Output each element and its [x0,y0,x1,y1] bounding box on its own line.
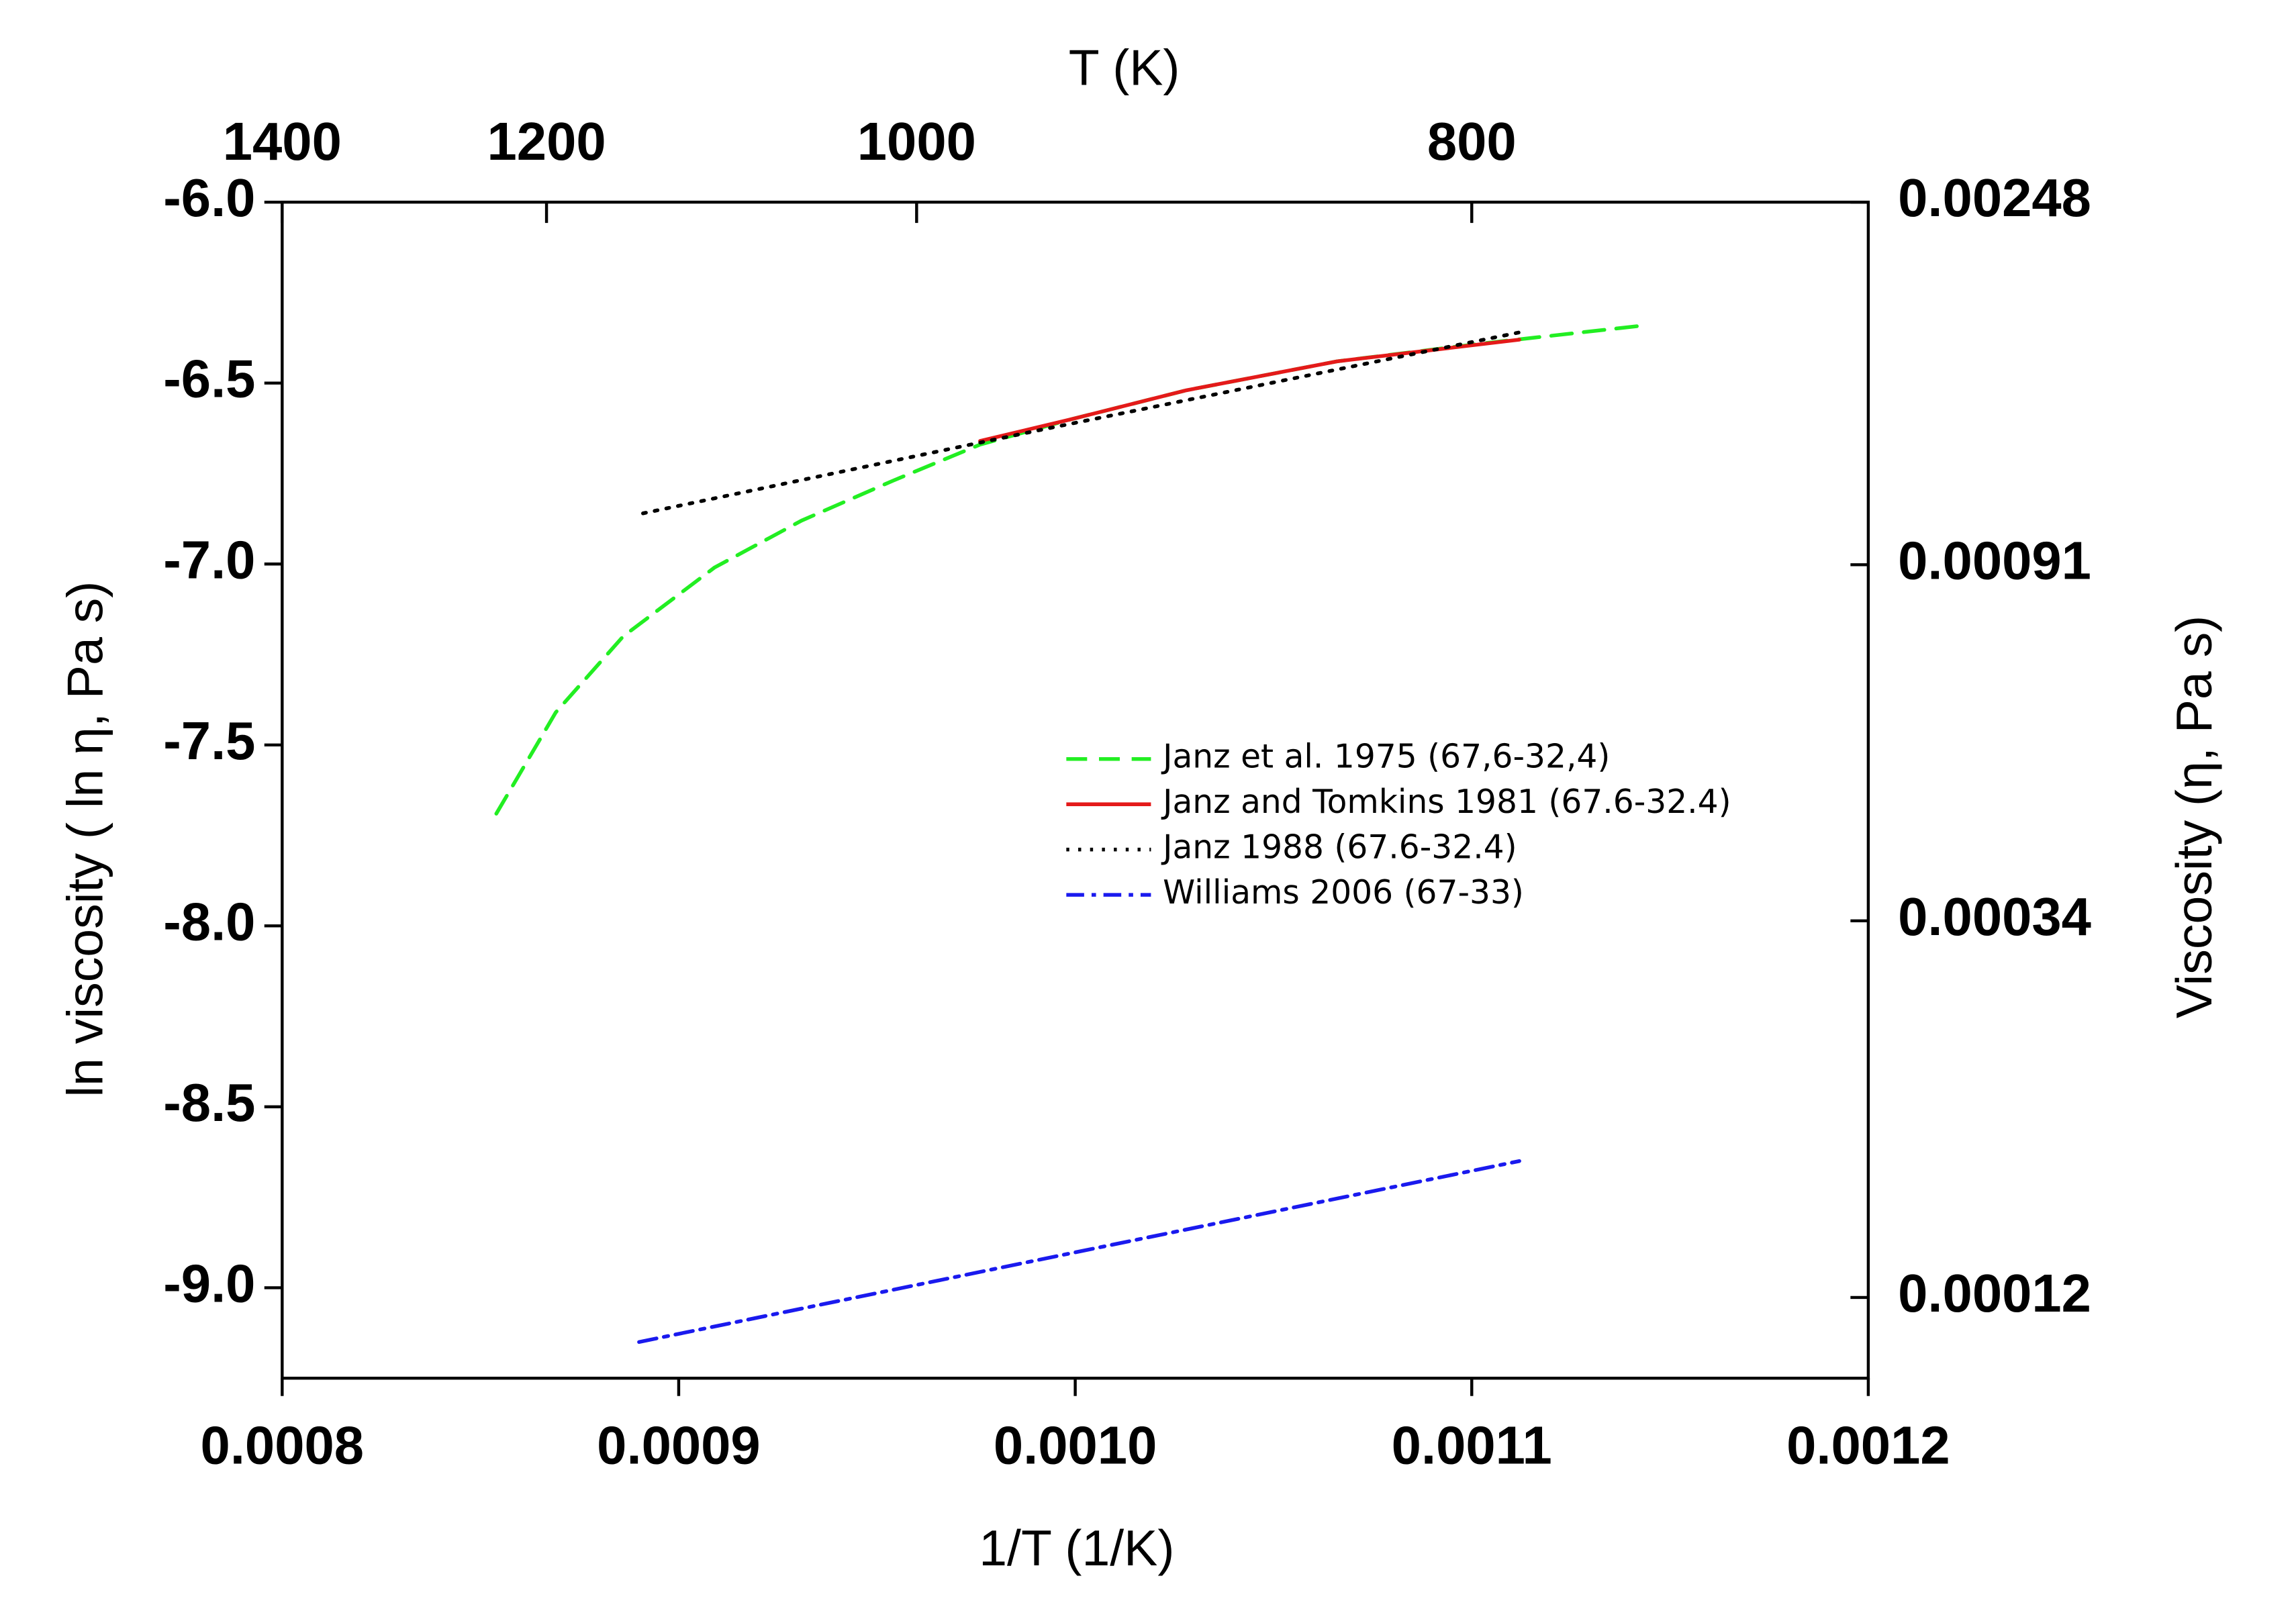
x-tick-label: 0.0009 [597,1415,761,1475]
x-tick-label: 0.0008 [201,1415,365,1475]
x-tick-label: 0.0012 [1786,1415,1950,1475]
series-line [641,330,1521,516]
legend-label: Janz and Tomkins 1981 (67.6-32.4) [1161,783,1731,821]
y2-axis-title: Viscosity (η, Pa s) [2166,616,2222,1018]
y-axis-title: ln viscosity ( ln η, Pa s) [57,581,113,1097]
y-tick-label: -8.5 [163,1073,255,1132]
x-tick-label: 0.0010 [994,1415,1157,1475]
y2-tick-label: 0.00034 [1898,887,2091,946]
x2-axis-title: T (K) [1069,39,1180,95]
plot-frame [281,200,1870,1380]
y-tick-label: -6.5 [163,349,255,409]
y-tick-label: -8.0 [163,891,255,951]
x-axis-title: 1/T (1/K) [979,1520,1174,1576]
x-tick-label: 0.0011 [1392,1415,1552,1475]
x2-tick-label: 1200 [487,111,606,171]
legend-label: Williams 2006 (67-33) [1163,874,1524,912]
y-tick-label: -6.0 [163,168,255,228]
legend-label: Janz 1988 (67.6-32.4) [1161,829,1517,867]
x2-tick-label: 1000 [857,111,976,171]
y2-tick-label: 0.00012 [1898,1263,2091,1323]
y-tick-label: -7.5 [163,711,255,771]
y2-tick-label: 0.00091 [1898,530,2091,590]
y-tick-label: -9.0 [163,1253,255,1313]
series-line [978,338,1521,443]
x2-tick-label: 1400 [223,111,342,171]
y2-tick-label: 0.00248 [1898,168,2091,228]
x2-tick-label: 800 [1427,111,1517,171]
legend-label: Janz et al. 1975 (67,6-32,4) [1161,738,1610,776]
y-tick-label: -7.0 [163,530,255,589]
series-line [637,1159,1521,1345]
